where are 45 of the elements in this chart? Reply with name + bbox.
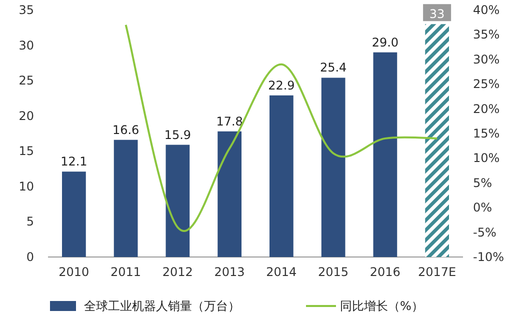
legend-label: 同比增长（%） <box>340 299 424 313</box>
y2-tick-label: 35% <box>473 28 500 42</box>
y2-tick-label: 5% <box>473 176 492 190</box>
y-tick-label: 25 <box>18 74 34 88</box>
data-label: 17.8 <box>216 114 243 128</box>
data-label: 16.6 <box>112 122 140 137</box>
data-label: 33 <box>429 7 445 22</box>
x-tick-label: 2012 <box>162 265 193 279</box>
x-tick-label: 2015 <box>318 265 349 279</box>
y2-tick-label: -5% <box>473 225 496 240</box>
x-tick-label: 2017E <box>418 265 456 279</box>
y2-tick-label: -10% <box>473 250 504 264</box>
x-tick-label: 2011 <box>110 265 142 279</box>
x-tick-label: 2014 <box>266 265 297 279</box>
bar <box>321 78 346 257</box>
bar <box>166 144 190 257</box>
y-tick-label: 10 <box>18 179 34 194</box>
y2-tick-label: 0% <box>473 200 492 215</box>
x-tick-label: 2016 <box>370 265 400 279</box>
y2-tick-label: 10% <box>473 151 500 166</box>
y2-tick-label: 30% <box>473 52 500 66</box>
y-tick-label: 5 <box>26 214 34 229</box>
data-label: 25.4 <box>320 60 347 75</box>
y-tick-label: 0 <box>26 250 34 264</box>
bar <box>270 95 294 257</box>
y2-tick-label: 20% <box>473 102 500 116</box>
x-tick-label: 2010 <box>58 265 90 279</box>
y-tick-label: 20 <box>18 108 34 123</box>
legend-label: 全球工业机器人销量（万台） <box>84 299 240 313</box>
bar <box>218 131 242 257</box>
bar <box>373 52 398 257</box>
y2-tick-label: 25% <box>473 77 500 92</box>
data-label: 15.9 <box>164 128 192 142</box>
bar <box>62 172 86 257</box>
bar <box>114 140 138 257</box>
bar <box>425 24 449 257</box>
data-label: 29.0 <box>372 35 399 50</box>
data-label: 12.1 <box>60 154 88 169</box>
y-tick-label: 15 <box>18 144 34 158</box>
y2-tick-label: 40% <box>473 3 500 17</box>
x-tick-label: 2013 <box>214 265 245 279</box>
data-label: 22.9 <box>268 78 295 92</box>
y-tick-label: 30 <box>18 38 34 52</box>
y-tick-label: 35 <box>18 3 34 17</box>
y2-tick-label: 15% <box>473 126 500 140</box>
